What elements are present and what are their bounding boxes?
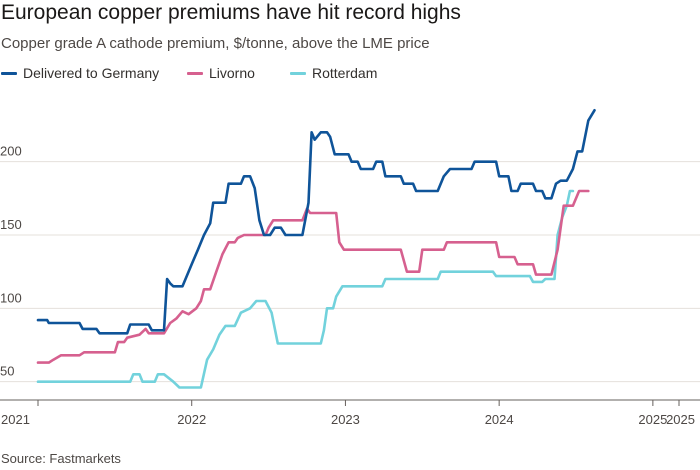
legend-item-delivered: Delivered to Germany — [1, 63, 159, 83]
legend-label-delivered: Delivered to Germany — [23, 65, 160, 81]
legend-swatch-livorno — [187, 71, 203, 75]
y-tick-label-150: 150 — [0, 217, 22, 232]
chart-subtitle: Copper grade A cathode premium, $/tonne,… — [1, 35, 430, 52]
y-tick-label-50: 50 — [0, 364, 14, 379]
series-line-livorno — [36, 189, 590, 364]
y-tick-label-100: 100 — [0, 290, 22, 305]
x-tick-label-3: 2024 — [485, 412, 514, 427]
legend-item-rotterdam: Rotterdam — [290, 63, 377, 83]
legend-swatch-rotterdam — [290, 71, 306, 75]
legend-swatch-delivered — [1, 71, 17, 75]
legend-label-livorno: Livorno — [209, 65, 255, 81]
x-tick-label-1: 2022 — [177, 412, 206, 427]
x-tick-label-4: 2025 — [638, 412, 667, 427]
x-tick-label-5: 2025 — [666, 412, 695, 427]
legend-label-rotterdam: Rotterdam — [312, 65, 378, 81]
x-tick-label-0: 2021 — [1, 412, 30, 427]
series-line-rotterdam — [36, 189, 575, 389]
x-tick-label-2: 2023 — [331, 412, 360, 427]
legend-item-livorno: Livorno — [187, 63, 255, 83]
series-line-delivered — [36, 109, 596, 335]
y-tick-label-200: 200 — [0, 144, 22, 159]
chart-title: European copper premiums have hit record… — [1, 1, 461, 24]
legend: Delivered to Germany Livorno Rotterdam — [1, 63, 601, 83]
source-note: Source: Fastmarkets — [1, 451, 121, 466]
